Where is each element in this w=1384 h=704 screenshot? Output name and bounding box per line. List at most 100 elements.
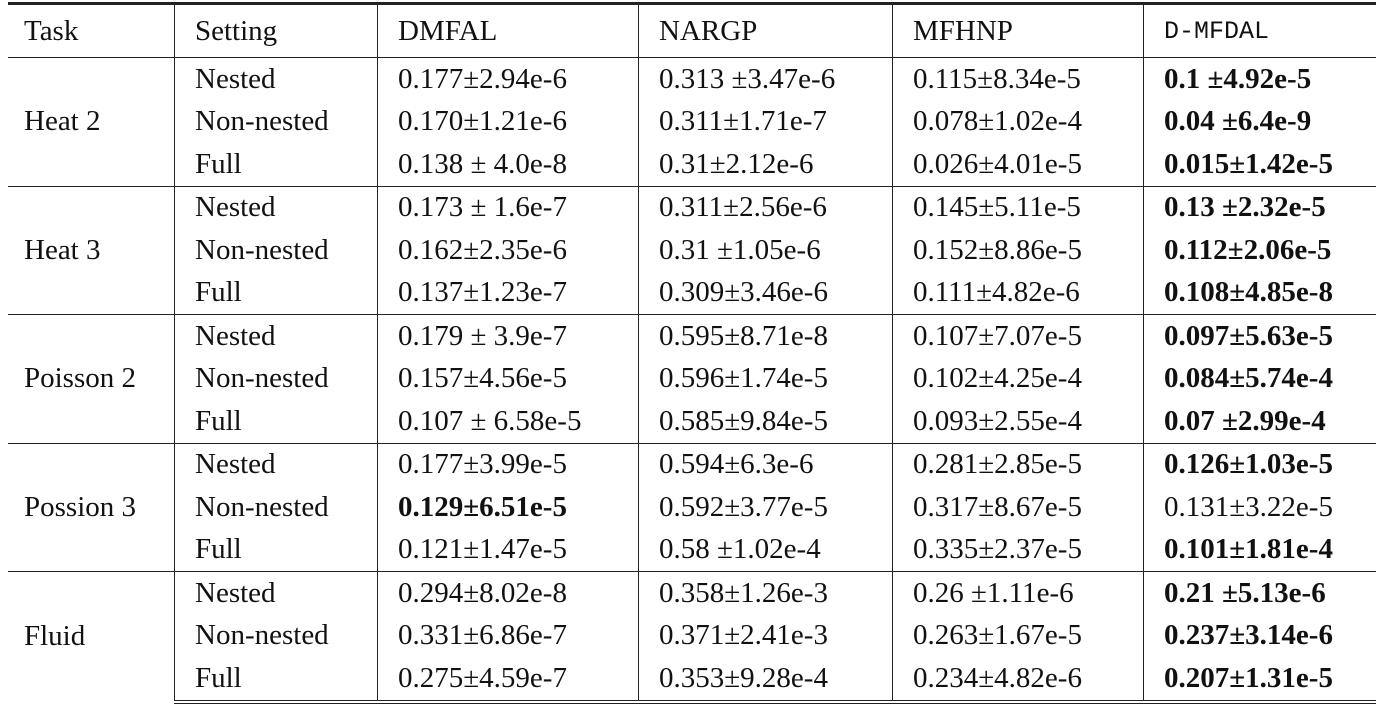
value-cell: 0.595±8.71e-8 bbox=[638, 314, 893, 358]
task-cell: Possion 3 bbox=[8, 442, 175, 572]
value-cell: 0.04 ±6.4e-9 bbox=[1144, 101, 1377, 144]
table-row: Non-nested 0.129±6.51e-5 0.592±3.77e-5 0.31… bbox=[8, 486, 1376, 529]
best-value: 0.084±5.74e-4 bbox=[1164, 362, 1333, 395]
value-cell: 0.371±2.41e-3 bbox=[638, 614, 893, 657]
table-row: Full 0.121±1.47e-5 0.58 ±1.02e-4 0.335±2.37… bbox=[8, 528, 1377, 572]
value-cell: 0.313 ±3.47e-6 bbox=[638, 57, 893, 101]
best-value: 0.112±2.06e-5 bbox=[1164, 233, 1332, 266]
value-cell: 0.234±4.82e-6 bbox=[892, 657, 1144, 704]
value-cell: 0.107±7.07e-5 bbox=[892, 314, 1144, 358]
value-cell: 0.126±1.03e-5 bbox=[1143, 442, 1376, 486]
value-cell: 0.21 ±5.13e-6 bbox=[1143, 571, 1376, 615]
task-group: Possion 3 Nested 0.177±3.99e-5 0.594±6.3e-6… bbox=[8, 442, 1377, 572]
table-row: Full 0.107 ± 6.58e-5 0.585±9.84e-5 0.093±2.… bbox=[8, 400, 1376, 443]
value-cell: 0.107 ± 6.58e-5 bbox=[377, 400, 639, 443]
task-cell: Heat 3 bbox=[8, 185, 175, 315]
best-value: 0.101±1.81e-4 bbox=[1164, 533, 1333, 566]
value-cell: 0.101±1.81e-4 bbox=[1144, 529, 1377, 572]
table-row: Poisson 2 Nested 0.179 ± 3.9e-7 0.595±8.71e… bbox=[8, 314, 1376, 443]
table-row: Non-nested 0.331±6.86e-7 0.371±2.41e-3 0.26… bbox=[8, 614, 1377, 658]
value-cell: 0.137±1.23e-7 bbox=[377, 271, 639, 315]
best-value: 0.237±3.14e-6 bbox=[1164, 619, 1333, 652]
task-cell: Poisson 2 bbox=[8, 314, 175, 443]
table-row: Heat 3 Nested 0.173 ± 1.6e-7 0.311±2.56e-6 0… bbox=[8, 185, 1376, 315]
value-cell: 0.108±4.85e-8 bbox=[1144, 272, 1377, 315]
value-cell: 0.311±1.71e-7 bbox=[638, 100, 893, 143]
value-cell: 0.026±4.01e-5 bbox=[892, 143, 1144, 186]
results-table: Task Setting DMFAL NARGP MFHNP D-MFDAL Heat 2… bbox=[8, 2, 1376, 704]
value-cell: 0.157±4.56e-5 bbox=[377, 357, 639, 400]
value-cell: 0.263±1.67e-5 bbox=[892, 614, 1144, 657]
table-row: Non-nested 0.162±2.35e-6 0.31 ±1.05e-6 0.15… bbox=[8, 229, 1376, 272]
best-value: 0.13 ±2.32e-5 bbox=[1164, 191, 1326, 224]
value-cell: 0.335±2.37e-5 bbox=[892, 528, 1144, 572]
value-cell: 0.138 ± 4.0e-8 bbox=[377, 143, 639, 186]
value-cell: 0.237±3.14e-6 bbox=[1144, 615, 1377, 658]
table-row: Full 0.138 ± 4.0e-8 0.31±2.12e-6 0.026±4.01… bbox=[8, 143, 1376, 186]
value-cell: 0.129±6.51e-5 bbox=[377, 486, 639, 529]
value-cell: 0.084±5.74e-4 bbox=[1144, 358, 1377, 401]
setting-cell: Nested bbox=[174, 185, 378, 229]
best-value: 0.207±1.31e-5 bbox=[1164, 661, 1333, 694]
table-row: Heat 2 Nested 0.177±2.94e-6 0.313 ±3.47e-6 0… bbox=[8, 57, 1376, 186]
setting-cell: Full bbox=[174, 143, 378, 186]
task-cell: Heat 2 bbox=[8, 57, 175, 186]
value-cell: 0.317±8.67e-5 bbox=[892, 486, 1144, 529]
value-cell: 0.358±1.26e-3 bbox=[638, 571, 893, 615]
table-row: Non-nested 0.170±1.21e-6 0.311±1.71e-7 0.07… bbox=[8, 100, 1377, 144]
setting-cell: Non-nested bbox=[174, 357, 378, 400]
setting-cell: Nested bbox=[174, 571, 378, 615]
value-cell: 0.331±6.86e-7 bbox=[377, 614, 639, 657]
value-cell: 0.078±1.02e-4 bbox=[892, 100, 1144, 143]
best-value: 0.015±1.42e-5 bbox=[1164, 147, 1333, 180]
value-cell: 0.112±2.06e-5 bbox=[1144, 229, 1377, 272]
value-cell: 0.152±8.86e-5 bbox=[892, 229, 1144, 272]
value-cell: 0.093±2.55e-4 bbox=[892, 400, 1144, 443]
table-header: Task Setting DMFAL NARGP MFHNP D-MFDAL bbox=[8, 3, 1376, 58]
table-row: Possion 3 Nested 0.177±3.99e-5 0.594±6.3e-6… bbox=[8, 442, 1376, 572]
column-header: D-MFDAL bbox=[1143, 3, 1376, 58]
value-cell: 0.177±3.99e-5 bbox=[377, 442, 639, 486]
setting-cell: Non-nested bbox=[174, 486, 378, 529]
value-cell: 0.592±3.77e-5 bbox=[638, 486, 893, 529]
value-cell: 0.102±4.25e-4 bbox=[892, 357, 1144, 400]
value-cell: 0.275±4.59e-7 bbox=[377, 657, 639, 704]
value-cell: 0.58 ±1.02e-4 bbox=[638, 528, 893, 572]
column-header: DMFAL bbox=[377, 3, 639, 58]
task-group: Heat 3 Nested 0.173 ± 1.6e-7 0.311±2.56e-6 0… bbox=[8, 185, 1377, 315]
value-cell: 0.594±6.3e-6 bbox=[638, 442, 893, 486]
value-cell: 0.585±9.84e-5 bbox=[638, 400, 893, 443]
best-value: 0.04 ±6.4e-9 bbox=[1164, 105, 1312, 138]
value-cell: 0.097±5.63e-5 bbox=[1143, 314, 1376, 358]
best-value: 0.097±5.63e-5 bbox=[1164, 319, 1333, 352]
value-cell: 0.170±1.21e-6 bbox=[377, 100, 639, 143]
value-cell: 0.121±1.47e-5 bbox=[377, 528, 639, 572]
setting-cell: Non-nested bbox=[174, 614, 378, 657]
task-group: Fluid Nested 0.294±8.02e-8 0.358±1.26e-3 0.2… bbox=[8, 571, 1377, 704]
table-row: Full 0.137±1.23e-7 0.309±3.46e-6 0.111±4.82… bbox=[8, 271, 1377, 315]
setting-cell: Full bbox=[174, 400, 378, 443]
best-value: 0.1 ±4.92e-5 bbox=[1164, 62, 1312, 95]
column-header: Setting bbox=[174, 3, 378, 58]
setting-cell: Nested bbox=[174, 57, 378, 101]
value-cell: 0.294±8.02e-8 bbox=[377, 571, 639, 615]
setting-cell: Non-nested bbox=[174, 100, 378, 143]
column-header: Task bbox=[8, 3, 175, 58]
setting-cell: Full bbox=[174, 271, 378, 315]
value-cell: 0.162±2.35e-6 bbox=[377, 229, 639, 272]
value-cell: 0.179 ± 3.9e-7 bbox=[377, 314, 639, 358]
best-value: 0.129±6.51e-5 bbox=[398, 490, 567, 523]
best-value: 0.126±1.03e-5 bbox=[1164, 448, 1333, 481]
setting-cell: Non-nested bbox=[174, 229, 378, 272]
value-cell: 0.177±2.94e-6 bbox=[377, 57, 639, 101]
value-cell: 0.173 ± 1.6e-7 bbox=[377, 185, 639, 229]
value-cell: 0.353±9.28e-4 bbox=[638, 657, 893, 704]
value-cell: 0.596±1.74e-5 bbox=[638, 357, 893, 400]
value-cell: 0.07 ±2.99e-4 bbox=[1144, 400, 1377, 443]
value-cell: 0.131±3.22e-5 bbox=[1164, 490, 1333, 523]
value-cell: 0.26 ±1.11e-6 bbox=[892, 571, 1144, 615]
best-value: 0.21 ±5.13e-6 bbox=[1164, 576, 1326, 609]
value-cell: 0.309±3.46e-6 bbox=[638, 271, 893, 315]
task-group: Poisson 2 Nested 0.179 ± 3.9e-7 0.595±8.71e… bbox=[8, 314, 1377, 443]
